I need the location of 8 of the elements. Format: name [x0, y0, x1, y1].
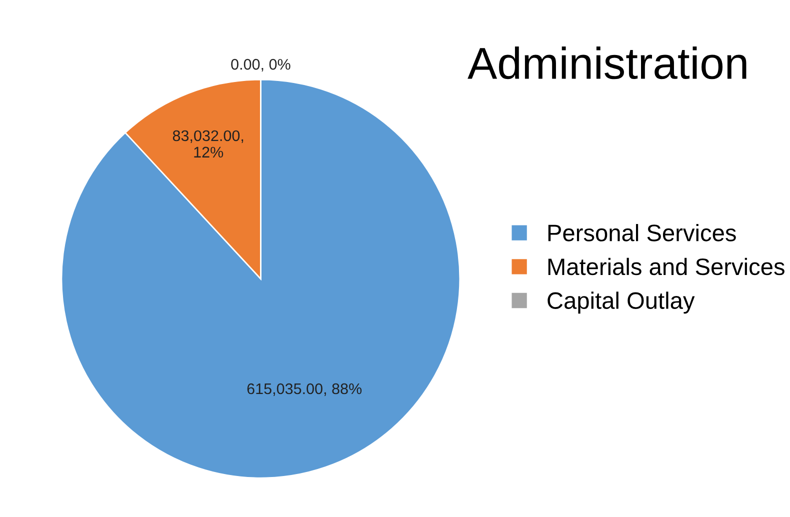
pie-slice [60, 78, 461, 479]
data-label: 615,035.00, 88% [247, 383, 362, 396]
chart-title: Administration [468, 46, 746, 80]
legend-label: Capital Outlay [548, 292, 695, 314]
text: 0.00, 0% [231, 58, 290, 72]
legend-label: Personal Services [548, 224, 736, 242]
legend-label: Materials and Services [548, 258, 784, 276]
data-label: 83,032.00, 12% [172, 130, 244, 158]
